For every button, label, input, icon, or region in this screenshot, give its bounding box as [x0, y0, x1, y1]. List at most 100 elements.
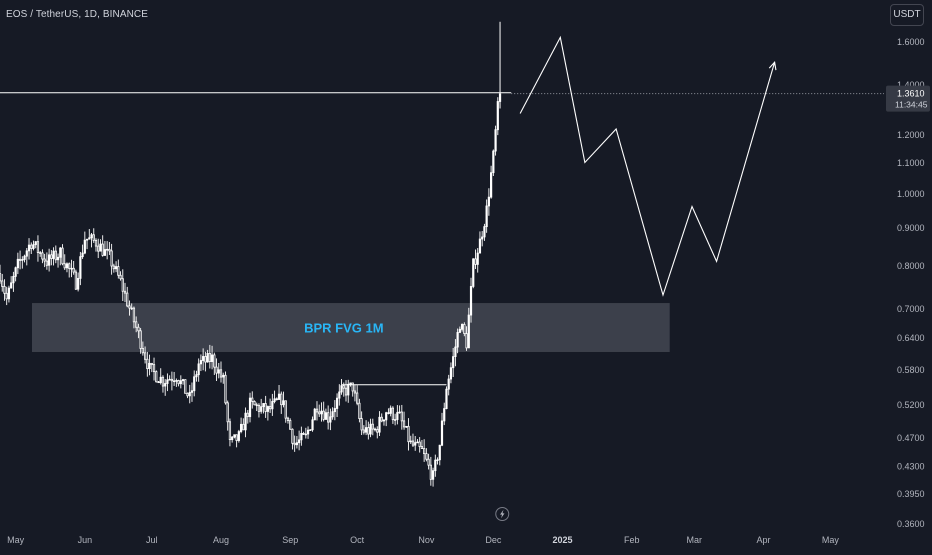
- candle-body: [338, 391, 341, 399]
- candle-body: [56, 256, 60, 261]
- candle-body: [371, 423, 374, 430]
- time-tick-label: Mar: [687, 535, 703, 545]
- candle-body: [460, 324, 464, 330]
- candle-body: [139, 330, 142, 349]
- candle-body: [235, 434, 238, 441]
- candle-body: [347, 383, 350, 396]
- candle-body: [271, 401, 274, 410]
- candle-body: [378, 416, 381, 433]
- currency-button[interactable]: USDT: [890, 4, 924, 26]
- candle-body: [195, 374, 198, 378]
- candle-body: [467, 314, 470, 349]
- candle-body: [170, 378, 173, 382]
- candle-body: [405, 425, 408, 428]
- candle-body: [12, 275, 15, 284]
- time-tick-label: Jul: [146, 535, 158, 545]
- candle-body: [43, 258, 46, 262]
- candle-body: [135, 321, 138, 328]
- candle-body: [48, 254, 51, 266]
- candle-body: [157, 381, 160, 384]
- candle-body: [416, 441, 419, 444]
- candle-body: [284, 400, 287, 419]
- candle-body: [382, 419, 386, 422]
- candle-body: [266, 406, 269, 412]
- candle-body: [36, 241, 40, 253]
- time-axis[interactable]: [0, 528, 932, 550]
- candle-body: [248, 397, 252, 418]
- candle-body: [327, 412, 330, 423]
- candle-body: [483, 226, 486, 238]
- candle-body: [213, 354, 216, 368]
- candle-body: [318, 411, 321, 415]
- candle-body: [114, 266, 118, 270]
- candle-body: [39, 252, 42, 254]
- candle-body: [132, 307, 136, 323]
- candle-body: [289, 420, 292, 430]
- candle-body: [344, 387, 348, 396]
- candle-body: [210, 354, 214, 362]
- candle-body: [59, 247, 62, 258]
- candle-body: [90, 234, 93, 239]
- candle-body: [1, 280, 4, 287]
- current-price-value: 1.3610: [897, 89, 925, 99]
- candle-body: [231, 436, 234, 441]
- candle-body: [179, 380, 182, 385]
- candle-body: [99, 243, 102, 252]
- candle-body: [407, 425, 410, 443]
- candle-body: [52, 250, 55, 259]
- candle-body: [161, 376, 165, 387]
- time-tick-label: Feb: [624, 535, 640, 545]
- candle-body: [257, 404, 261, 412]
- candle-body: [228, 421, 232, 441]
- candle-body: [255, 404, 258, 406]
- candle-body: [474, 258, 477, 265]
- candle-body: [117, 266, 120, 276]
- candle-body: [264, 403, 267, 412]
- candle-body: [320, 410, 323, 415]
- candle-body: [25, 250, 28, 257]
- candle-body: [5, 292, 8, 300]
- projection-arrowhead: [768, 61, 777, 71]
- price-tick-label: 0.3950: [897, 489, 925, 499]
- price-tick-label: 0.4300: [897, 462, 925, 472]
- lightning-bolt-icon: [500, 509, 505, 519]
- candle-body: [21, 259, 24, 261]
- candle-body: [449, 367, 453, 380]
- candle-body: [45, 260, 48, 266]
- candle-body: [385, 412, 388, 421]
- candle-body: [302, 433, 305, 435]
- time-tick-label: May: [822, 535, 840, 545]
- candle-body: [108, 248, 111, 252]
- candle-body: [447, 378, 450, 390]
- candle-body: [380, 416, 383, 422]
- candle-body: [295, 442, 298, 446]
- candle-body: [30, 244, 33, 249]
- candle-body: [362, 429, 365, 433]
- candle-body: [496, 101, 499, 131]
- candle-body: [335, 397, 339, 409]
- candle-body: [217, 369, 220, 374]
- price-tick-label: 0.9000: [897, 223, 925, 233]
- candle-body: [92, 234, 95, 241]
- candle-body: [443, 408, 446, 422]
- price-tick-label: 0.7000: [897, 304, 925, 314]
- candle-body: [487, 196, 490, 207]
- candle-body: [476, 252, 479, 265]
- candle-body: [10, 282, 13, 289]
- candle-body: [97, 245, 100, 252]
- projection-path[interactable]: [519, 35, 776, 297]
- candle-body: [423, 448, 426, 455]
- candle-body: [215, 366, 218, 374]
- candle-body: [164, 383, 167, 387]
- time-tick-label: May: [7, 535, 25, 545]
- candle-body: [277, 393, 281, 400]
- candle-body: [465, 333, 468, 349]
- candle-body: [85, 238, 89, 241]
- candle-body: [431, 470, 435, 480]
- candle-body: [454, 346, 457, 357]
- candle-body: [322, 410, 325, 420]
- price-tick-label: 0.5200: [897, 400, 925, 410]
- candle-body: [202, 356, 205, 361]
